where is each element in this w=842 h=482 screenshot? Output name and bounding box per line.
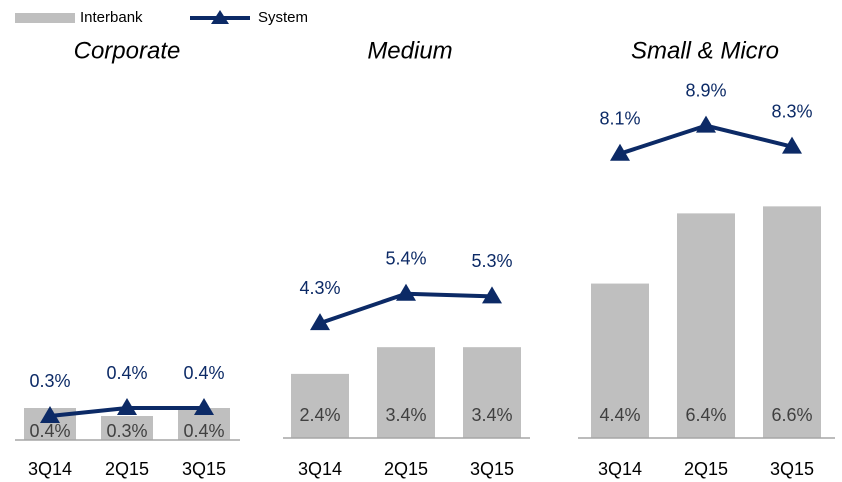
- bar: [763, 206, 821, 438]
- line-label: 0.4%: [183, 363, 224, 383]
- line-label: 4.3%: [299, 278, 340, 298]
- line-marker: [782, 136, 802, 154]
- x-tick-label: 3Q14: [28, 459, 72, 479]
- line-marker: [117, 398, 137, 415]
- x-tick-label: 3Q15: [182, 459, 226, 479]
- bar-label: 2.4%: [299, 405, 340, 425]
- line-marker: [482, 286, 502, 304]
- x-tick-label: 3Q15: [770, 459, 814, 479]
- bar-label: 0.4%: [29, 421, 70, 441]
- line-label: 0.3%: [29, 371, 70, 391]
- line-label: 8.1%: [599, 108, 640, 128]
- x-tick-label: 2Q15: [105, 459, 149, 479]
- line-marker: [396, 283, 416, 301]
- line-marker: [40, 406, 60, 423]
- legend-label: Interbank: [80, 9, 143, 26]
- panel-title: Corporate: [74, 37, 181, 64]
- line-marker: [310, 313, 330, 331]
- line-label: 5.3%: [471, 251, 512, 271]
- bar-label: 3.4%: [385, 405, 426, 425]
- bar-label: 6.4%: [685, 405, 726, 425]
- line-marker: [194, 398, 214, 415]
- line-label: 8.3%: [771, 101, 812, 121]
- panel-title: Medium: [367, 37, 452, 64]
- x-tick-label: 3Q14: [598, 459, 642, 479]
- legend-marker: [211, 10, 229, 24]
- bar: [101, 416, 153, 440]
- line-marker: [610, 143, 630, 161]
- bar-label: 3.4%: [471, 405, 512, 425]
- x-tick-label: 2Q15: [384, 459, 428, 479]
- line-marker: [696, 115, 716, 133]
- line-label: 5.4%: [385, 248, 426, 268]
- panel-title: Small & Micro: [631, 37, 779, 64]
- bar-label: 6.6%: [771, 405, 812, 425]
- bar: [677, 213, 735, 438]
- bar: [377, 347, 435, 438]
- bar-label: 0.3%: [106, 421, 147, 441]
- x-tick-label: 3Q15: [470, 459, 514, 479]
- bar: [463, 347, 521, 438]
- bar-label: 4.4%: [599, 405, 640, 425]
- x-tick-label: 2Q15: [684, 459, 728, 479]
- bar: [291, 373, 349, 438]
- line-label: 0.4%: [106, 363, 147, 383]
- legend-swatch: [15, 13, 75, 23]
- bar: [591, 283, 649, 438]
- line-label: 8.9%: [685, 80, 726, 100]
- legend-label: System: [258, 9, 308, 26]
- x-tick-label: 3Q14: [298, 459, 342, 479]
- bar-label: 0.4%: [183, 421, 224, 441]
